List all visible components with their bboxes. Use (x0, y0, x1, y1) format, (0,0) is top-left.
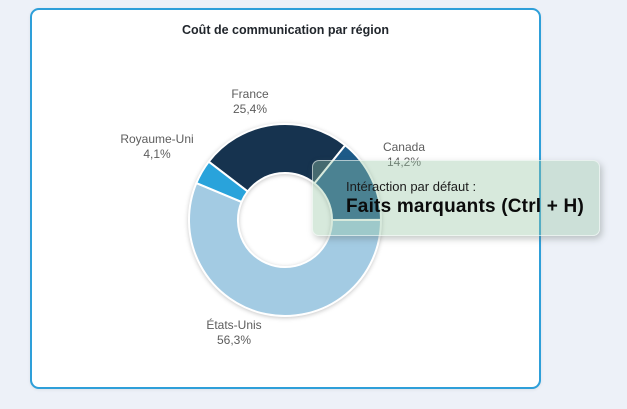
slice-label-percent: 4,1% (143, 147, 171, 161)
donut-chart (188, 123, 382, 317)
slice-label-name: France (231, 87, 269, 101)
donut-slice-etats-unis[interactable] (188, 182, 382, 317)
slice-label-percent: 56,3% (216, 333, 252, 347)
donut-slice-royaume-uni[interactable] (195, 160, 249, 203)
slice-label-name: États-Unis (206, 318, 262, 332)
tooltip-shortcut: Faits marquants (Ctrl + H) (346, 195, 584, 217)
tooltip-subtitle: Intéraction par défaut : (346, 178, 477, 194)
slice-label-royaume-uni: Royaume-Uni 4,1% (107, 132, 207, 162)
chart-card (30, 8, 541, 389)
slice-label-percent: 25,4% (232, 102, 268, 116)
donut-slice-france[interactable] (207, 123, 347, 193)
chart-title: Coût de communication par région (182, 23, 389, 37)
slice-label-percent: 14,2% (386, 155, 422, 169)
slice-label-canada: Canada 14,2% (354, 140, 454, 170)
interaction-tooltip: Intéraction par défaut : Faits marquants… (312, 160, 600, 236)
slice-label-name: Canada (382, 140, 426, 154)
slice-label-france: France 25,4% (200, 87, 300, 117)
slice-label-etats-unis: États-Unis 56,3% (184, 318, 284, 348)
slice-label-name: Royaume-Uni (120, 132, 194, 146)
